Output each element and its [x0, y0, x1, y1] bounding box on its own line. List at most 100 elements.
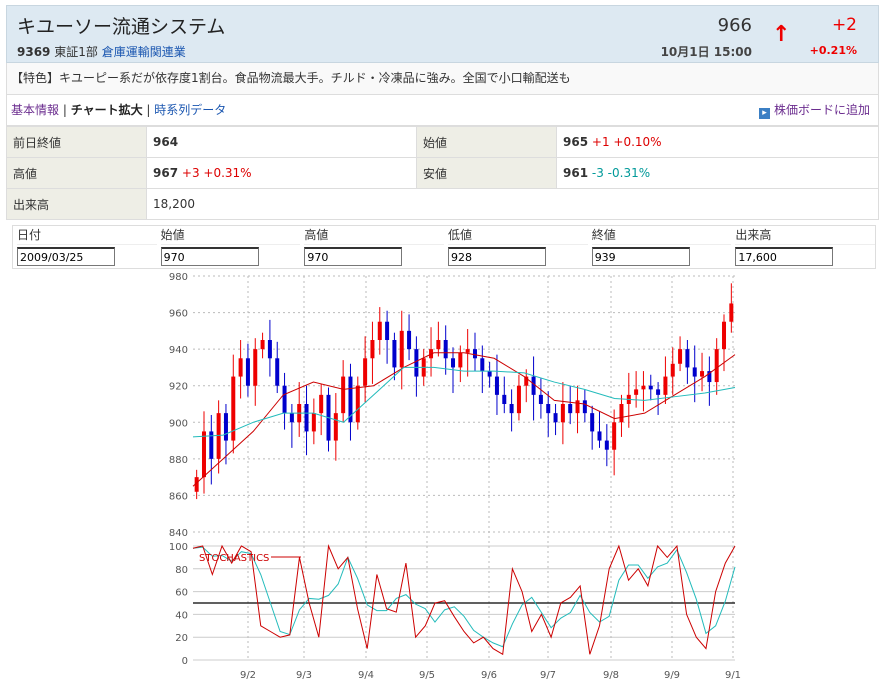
candle-body: [385, 321, 390, 340]
high-field-label: 高値: [304, 226, 445, 245]
high-field[interactable]: [304, 247, 403, 266]
candle-body: [443, 340, 448, 359]
candle-body: [311, 413, 316, 432]
nav-basic-info[interactable]: 基本情報: [11, 103, 60, 117]
open-value: 965: [563, 135, 589, 149]
candle-body: [363, 358, 368, 386]
add-board-icon: ▸: [758, 108, 770, 119]
volume-field-label: 出来高: [735, 226, 876, 245]
candle-body: [722, 321, 727, 350]
candle-body: [260, 340, 265, 350]
prev-close-value: 964: [153, 135, 179, 149]
candle-body: [494, 376, 499, 395]
stoch-tick-label: 0: [182, 656, 188, 667]
open-change: +1 +0.10%: [591, 135, 662, 149]
candle-body: [516, 385, 521, 414]
candle-body: [304, 404, 309, 432]
candle-body: [656, 389, 661, 395]
candle-body: [399, 330, 404, 368]
low-label: 安値: [416, 157, 557, 189]
open-field[interactable]: [160, 247, 259, 266]
price-tick-label: 940: [169, 345, 188, 356]
candle-body: [604, 440, 609, 450]
price-tick-label: 880: [169, 455, 188, 466]
price-change: +2: [831, 15, 857, 35]
stock-meta: 9369 東証1部 倉庫運輸関連業: [17, 43, 186, 60]
candle-body: [663, 376, 668, 395]
nav-links: 基本情報 | チャート拡大 | 時系列データ ▸ 株価ボードに追加: [6, 95, 879, 126]
close-field-label: 終値: [591, 226, 732, 245]
ma-long-line: [192, 366, 736, 438]
price-info-table: 前日終値 964 始値 965 +1 +0.10% 高値 967 +3 +0.31% …: [6, 126, 879, 220]
stoch-tick-label: 80: [175, 565, 188, 576]
candle-body: [509, 404, 514, 414]
stoch-k-line: [192, 544, 736, 656]
stoch-tick-label: 20: [175, 633, 188, 644]
current-price: 966: [717, 15, 752, 36]
candle-body: [729, 303, 734, 322]
candle-body: [597, 431, 602, 441]
candle-body: [714, 349, 719, 383]
x-tick-label: 9/5: [419, 670, 435, 681]
close-field[interactable]: [591, 247, 690, 266]
candle-body: [480, 358, 485, 372]
candle-body: [465, 349, 470, 353]
candle-body: [348, 376, 353, 423]
candle-body: [253, 349, 258, 386]
candle-body: [707, 371, 712, 383]
up-arrow-icon: ↑: [772, 22, 791, 47]
candle-body: [289, 413, 294, 423]
price-chart[interactable]: 980 960 940 920 900 880 860 840 100 80 60 40 20 0 9/2 9…: [160, 265, 760, 686]
candle-body: [267, 340, 272, 359]
x-tick-label: 9/4: [358, 670, 374, 681]
price-time: 10月1日 15:00: [660, 45, 752, 59]
price-tick-label: 840: [169, 528, 188, 539]
candle-body: [414, 349, 419, 377]
add-to-board-link[interactable]: ▸ 株価ボードに追加: [758, 95, 870, 125]
candle-body: [370, 340, 375, 359]
volume-field[interactable]: [735, 247, 834, 266]
x-tick-label: 9/8: [603, 670, 619, 681]
price-tick-label: 860: [169, 491, 188, 502]
candle-body: [634, 389, 639, 395]
high-label: 高値: [6, 157, 147, 189]
candle-body: [524, 376, 529, 386]
high-change: +3 +0.31%: [181, 166, 252, 180]
candle-body: [319, 394, 324, 414]
nav-time-series[interactable]: 時系列データ: [154, 103, 227, 117]
price-tick-label: 980: [169, 272, 188, 283]
candle-body: [487, 371, 492, 377]
x-tick-label: 9/9: [664, 670, 680, 681]
low-field[interactable]: [448, 247, 547, 266]
candle-body: [231, 376, 236, 441]
stock-header: キユーソー流通システム 9369 東証1部 倉庫運輸関連業 966 10月1日 …: [6, 5, 879, 63]
volume-label: 出来高: [6, 188, 147, 220]
candle-body: [531, 376, 536, 395]
candle-body: [568, 404, 573, 414]
candle-body: [619, 404, 624, 423]
candle-body: [341, 376, 346, 414]
candle-body: [502, 394, 507, 404]
open-field-label: 始値: [160, 226, 301, 245]
sector-link[interactable]: 倉庫運輸関連業: [101, 45, 186, 59]
x-tick-label: 9/1: [725, 670, 741, 681]
candle-body: [472, 349, 477, 359]
candle-body: [216, 413, 221, 459]
stoch-tick-label: 60: [175, 588, 188, 599]
candle-body: [223, 413, 228, 441]
candle-body: [538, 394, 543, 404]
date-field[interactable]: [17, 247, 115, 266]
candle-body: [282, 385, 287, 414]
candle-body: [451, 358, 456, 368]
high-value: 967: [153, 166, 179, 180]
open-label: 始値: [416, 126, 557, 158]
candle-body: [560, 404, 565, 423]
stoch-tick-label: 40: [175, 610, 188, 621]
candle-body: [685, 349, 690, 368]
price-tick-label: 900: [169, 418, 188, 429]
low-change: -3 -0.31%: [591, 166, 651, 180]
candle-body: [612, 422, 617, 450]
low-field-label: 低値: [448, 226, 588, 245]
candle-body: [546, 404, 551, 414]
candle-body: [692, 367, 697, 377]
